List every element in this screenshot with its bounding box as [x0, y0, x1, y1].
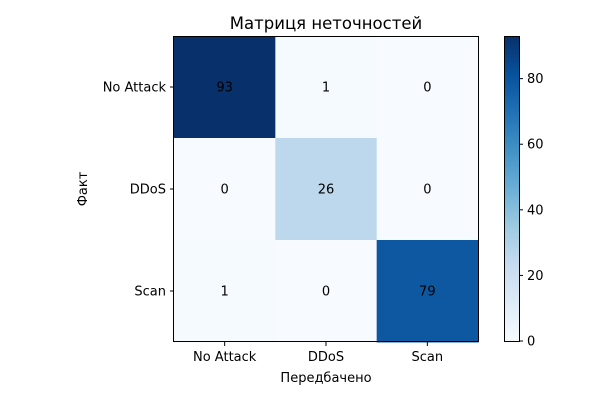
heatmap-cell-0-2 — [376, 36, 479, 139]
y-tick-label: No Attack — [103, 81, 167, 96]
heatmap-cell-0-1 — [275, 36, 378, 139]
heatmap-cells — [174, 36, 479, 343]
cell-value-label: 0 — [322, 285, 330, 300]
colorbar-tick-label: 80 — [527, 72, 544, 87]
colorbar-ticks: 0 20 40 60 80 — [519, 72, 544, 350]
colorbar-tick-label: 40 — [527, 203, 544, 218]
colorbar — [504, 36, 519, 341]
colorbar-tick-label: 20 — [527, 269, 544, 284]
heatmap-cell-1-1 — [275, 138, 378, 241]
y-axis-ticks: No Attack DDoS Scan — [103, 81, 174, 300]
cell-value-label: 79 — [419, 285, 436, 300]
x-tick-label: Scan — [412, 350, 444, 365]
colorbar-tick-label: 0 — [527, 335, 535, 350]
heatmap-cell-1-0 — [174, 138, 276, 241]
x-axis-ticks: No Attack DDoS Scan — [193, 342, 443, 365]
cell-value-label: 0 — [221, 183, 229, 198]
heatmap-cell-2-1 — [275, 240, 378, 343]
colorbar-frame — [504, 36, 520, 342]
x-tick-label: No Attack — [193, 350, 257, 365]
cell-value-label: 1 — [221, 285, 229, 300]
y-tick-label: DDoS — [130, 183, 166, 198]
x-axis-label: Передбачено — [280, 371, 371, 386]
heatmap-cell-labels: 93 1 0 0 26 0 1 0 79 — [216, 81, 435, 300]
heatmap-cell-0-0 — [174, 36, 276, 139]
heatmap-cell-2-2 — [376, 240, 479, 343]
x-tick-label: DDoS — [308, 350, 344, 365]
cell-value-label: 0 — [423, 183, 431, 198]
cell-value-label: 93 — [216, 81, 233, 96]
cell-value-label: 1 — [322, 81, 330, 96]
y-tick-label: Scan — [134, 285, 166, 300]
cell-value-label: 26 — [318, 183, 335, 198]
y-axis-label: Факт — [76, 171, 91, 206]
chart-title: Матриця неточностей — [230, 14, 422, 33]
heatmap-cell-1-2 — [376, 138, 479, 241]
cell-value-label: 0 — [423, 81, 431, 96]
heatmap-cell-2-0 — [174, 240, 276, 343]
colorbar-tick-label: 60 — [527, 138, 544, 153]
